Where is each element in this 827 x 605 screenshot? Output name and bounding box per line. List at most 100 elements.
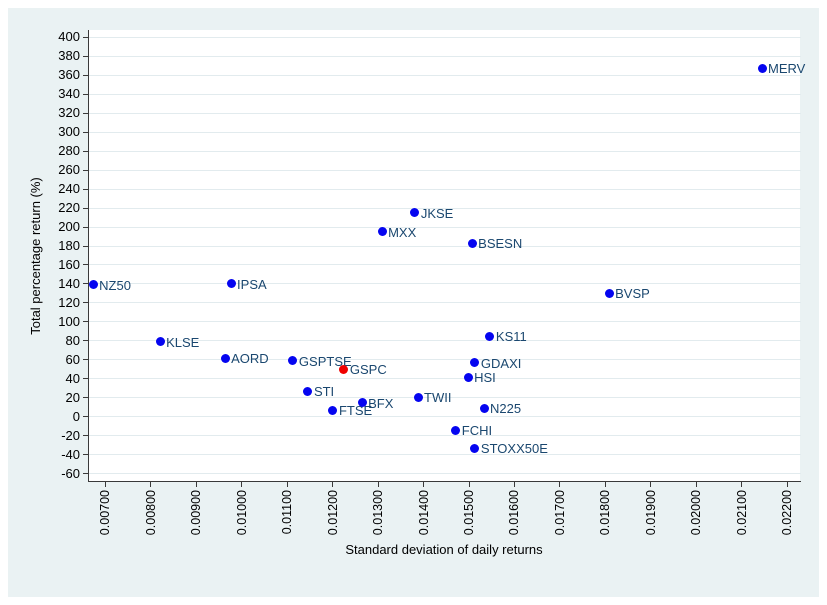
y-tick-label: -60 (61, 465, 80, 481)
y-tick-label: 260 (58, 162, 80, 177)
y-tick-label: 220 (58, 200, 80, 215)
y-gridline (89, 302, 801, 304)
y-tick-label: 140 (58, 275, 80, 291)
y-tick-label: 380 (58, 48, 80, 64)
y-gridline (89, 378, 801, 380)
x-tick-mark (332, 482, 333, 487)
y-tick-mark (83, 188, 88, 190)
y-tick-mark (83, 131, 88, 133)
y-gridline (89, 55, 801, 57)
y-tick-mark (83, 359, 88, 361)
y-tick-mark (83, 283, 88, 285)
y-tick-label: -40 (61, 446, 80, 462)
x-tick-label: 0.01500 (462, 490, 476, 536)
y-tick-mark (83, 321, 88, 323)
x-tick-mark (786, 482, 788, 487)
y-tick-mark (83, 378, 88, 380)
y-gridline (89, 112, 801, 114)
point-label-gspc: GSPC (349, 362, 387, 378)
point-label-mxx: MXX (388, 224, 417, 240)
y-tick-mark (83, 74, 88, 76)
x-tick-mark (695, 482, 697, 487)
y-gridline (89, 416, 801, 418)
data-point-bfx (357, 398, 367, 408)
y-tick-mark (83, 302, 88, 304)
y-gridline (89, 283, 801, 285)
x-tick-label: 0.01800 (598, 490, 613, 536)
data-point-bvsp (604, 288, 614, 298)
y-gridline (89, 435, 801, 437)
data-point-fchi (451, 425, 461, 435)
y-gridline (89, 150, 801, 152)
y-gridline (89, 131, 801, 133)
y-tick-label: 300 (58, 124, 80, 140)
x-tick-label: 0.02200 (780, 490, 795, 536)
y-tick-mark (83, 112, 88, 114)
point-label-bfx: BFX (368, 395, 394, 411)
x-tick-label: 0.01900 (643, 490, 658, 536)
y-gridline (89, 340, 801, 342)
y-tick-mark (83, 226, 88, 228)
y-tick-label: 20 (65, 389, 80, 405)
y-tick-label: 340 (58, 86, 80, 102)
point-label-aord: AORD (231, 351, 269, 367)
y-tick-label: 120 (58, 294, 80, 310)
point-label-bsesn: BSESN (478, 236, 523, 252)
y-tick-label: 60 (65, 351, 80, 367)
data-point-aord (220, 353, 230, 363)
y-tick-mark (83, 169, 88, 171)
y-tick-label: 80 (65, 332, 80, 348)
y-gridline (89, 74, 801, 76)
y-tick-mark (83, 473, 88, 475)
y-tick-label: 100 (58, 313, 80, 329)
data-point-bsesn (467, 238, 477, 248)
x-tick-label: 0.01700 (552, 490, 567, 536)
x-axis-line (88, 481, 801, 482)
y-tick-mark (83, 416, 88, 418)
x-tick-label: 0.02100 (734, 490, 749, 536)
y-gridline (89, 93, 801, 95)
y-tick-label: 200 (58, 219, 80, 234)
x-tick-label: 0.01200 (325, 490, 340, 536)
data-point-gdaxi (470, 358, 480, 368)
point-label-jkse: JKSE (420, 205, 454, 221)
y-tick-label: 40 (65, 370, 80, 386)
y-tick-label: 0 (72, 408, 80, 424)
data-point-ftse (328, 405, 338, 415)
x-tick-mark (513, 482, 515, 487)
x-tick-mark (104, 482, 106, 487)
y-tick-mark (83, 207, 88, 209)
data-point-n225 (479, 403, 489, 413)
point-label-fchi: FCHI (461, 423, 493, 439)
x-tick-mark (559, 482, 561, 487)
x-tick-label: 0.02000 (689, 490, 704, 536)
data-point-jkse (410, 208, 420, 218)
point-label-sti: STI (313, 384, 335, 400)
x-tick-label: 0.00700 (98, 490, 113, 536)
data-point-hsi (463, 372, 473, 382)
point-label-klse: KLSE (166, 334, 200, 350)
data-point-mxx (377, 227, 387, 237)
data-point-ks11 (485, 331, 495, 341)
point-label-merv: MERV (768, 61, 806, 77)
y-gridline (89, 359, 801, 361)
x-tick-label: 0.00900 (189, 490, 203, 536)
y-gridline (89, 245, 801, 247)
y-tick-label: 400 (58, 29, 80, 45)
x-tick-mark (195, 482, 197, 487)
x-tick-mark (241, 482, 242, 487)
y-tick-label: 180 (58, 238, 80, 253)
y-axis-line (88, 30, 89, 482)
y-tick-mark (83, 454, 88, 456)
point-label-bvsp: BVSP (615, 286, 650, 302)
point-label-n225: N225 (490, 401, 522, 417)
y-gridline (89, 454, 801, 456)
data-point-nz50 (88, 280, 98, 290)
y-tick-mark (83, 150, 88, 152)
y-gridline (89, 473, 801, 475)
y-gridline (89, 169, 801, 171)
point-label-stoxx50e: STOXX50E (480, 441, 548, 457)
x-tick-mark (604, 482, 606, 487)
y-tick-label: 320 (58, 105, 80, 121)
